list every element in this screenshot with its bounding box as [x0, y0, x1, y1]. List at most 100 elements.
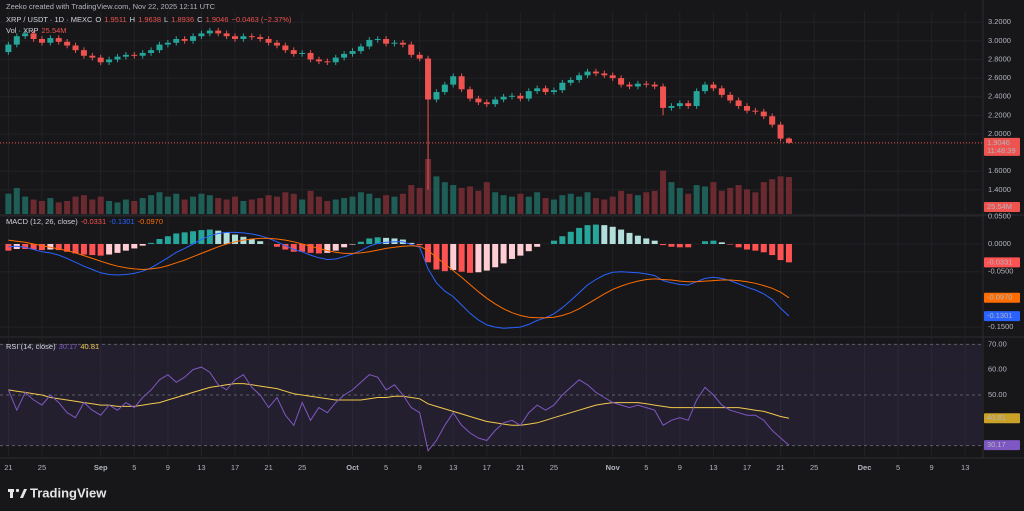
volume-bar — [80, 195, 87, 214]
histogram-bar — [307, 243, 314, 253]
candle-body — [525, 91, 532, 99]
histogram-bar — [660, 243, 667, 246]
histogram-bar — [441, 243, 448, 272]
volume-bar — [576, 196, 583, 214]
symbol: XRP / USDT · 1D · MEXC — [6, 15, 93, 24]
candle-body — [710, 84, 717, 89]
signal-last: -0.0970 — [987, 293, 1012, 302]
volume-bar — [181, 199, 188, 214]
histogram-bar — [215, 230, 222, 244]
histogram-bar — [743, 243, 750, 250]
x-tick-label: 25 — [550, 463, 558, 472]
rsi-ma-line — [8, 383, 790, 426]
volume-bar — [47, 198, 54, 214]
histogram-bar — [30, 243, 37, 250]
histogram-bar — [475, 243, 482, 273]
candle-body — [198, 33, 205, 37]
volume-bar — [760, 182, 767, 214]
volume-bar — [777, 176, 784, 214]
volume-bar — [131, 200, 138, 214]
candle-body — [425, 58, 432, 100]
volume-bar — [651, 190, 658, 214]
volume-bar — [500, 195, 507, 214]
candle-body — [668, 106, 675, 108]
histogram-bar — [408, 242, 415, 244]
x-tick-label: 9 — [166, 463, 170, 472]
y-tick-label: 1.6000 — [988, 166, 1011, 175]
volume-bar — [139, 198, 146, 214]
histogram-bar — [273, 243, 280, 247]
key: H — [130, 15, 135, 24]
candle-body — [483, 102, 490, 105]
candle-body — [743, 106, 750, 111]
candle-body — [265, 38, 272, 43]
histogram-bar — [517, 243, 524, 256]
candle-body — [685, 103, 692, 107]
candle-body — [458, 76, 465, 90]
candle-body — [131, 54, 138, 56]
volume-bar — [676, 187, 683, 214]
volume-bar — [618, 190, 625, 214]
volume-bar — [483, 182, 490, 214]
high: 1.9638 — [138, 15, 161, 24]
volume-bar — [164, 196, 171, 214]
candle-body — [55, 38, 62, 42]
last-volume-bg — [984, 202, 1020, 212]
last-price-bg — [984, 137, 1020, 156]
hist-value: -0.0331 — [81, 217, 106, 226]
candle-body — [618, 78, 625, 85]
x-tick-label: Sep — [94, 463, 108, 472]
volume-bar — [391, 196, 398, 214]
volume-bar — [752, 192, 759, 214]
y-tick-label: 3.2000 — [988, 17, 1011, 26]
histogram-bar — [450, 243, 457, 271]
candle-body — [559, 82, 566, 91]
volume-bar — [467, 186, 474, 214]
y-tick-label: 2.8000 — [988, 54, 1011, 63]
candle-body — [366, 39, 373, 47]
candle-body — [315, 59, 322, 62]
histogram-bar — [525, 243, 532, 252]
volume-bar — [282, 192, 289, 214]
histogram-bar — [248, 239, 255, 244]
key: O — [95, 15, 101, 24]
volume-bar — [198, 193, 205, 214]
histogram-bar — [206, 229, 213, 244]
legend-row: Vol · XRP 25.54M — [6, 26, 67, 35]
volume-bar — [567, 193, 574, 214]
volume-bar — [710, 182, 717, 214]
volume-bar — [592, 198, 599, 214]
histogram-bar — [148, 242, 155, 244]
signal-line — [8, 237, 790, 319]
x-tick-label: 13 — [709, 463, 717, 472]
volume-bar — [609, 196, 616, 214]
volume-bar — [735, 185, 742, 214]
volume-bar — [89, 199, 96, 214]
histogram-bar — [609, 226, 616, 244]
candle-body — [676, 103, 683, 107]
histogram-bar — [290, 243, 297, 252]
histogram-bar — [785, 243, 792, 263]
histogram-bar — [357, 241, 364, 244]
histogram-bar — [198, 230, 205, 244]
candle-body — [341, 53, 348, 58]
volume-bar — [416, 187, 423, 214]
volume-title: Vol · XRP — [6, 26, 39, 35]
candle-body — [273, 42, 280, 46]
rsi-last-bg — [984, 440, 1020, 451]
legend-row: RSI (14, close) 30.17 40.81 — [6, 342, 99, 351]
candle-body — [752, 110, 759, 112]
volume-bar — [492, 192, 499, 214]
histogram-bar — [651, 240, 658, 244]
candle-body — [248, 36, 255, 38]
y-tick-label: 0.0500 — [988, 211, 1011, 220]
candle-body — [89, 55, 96, 58]
candle-body — [357, 46, 364, 52]
candle-body — [660, 86, 667, 108]
open: 1.9511 — [104, 15, 126, 24]
candle-body — [450, 76, 457, 85]
candle-body — [433, 92, 440, 100]
x-tick-label: 13 — [449, 463, 457, 472]
candle-body — [567, 79, 574, 83]
histogram-bar — [349, 243, 356, 245]
